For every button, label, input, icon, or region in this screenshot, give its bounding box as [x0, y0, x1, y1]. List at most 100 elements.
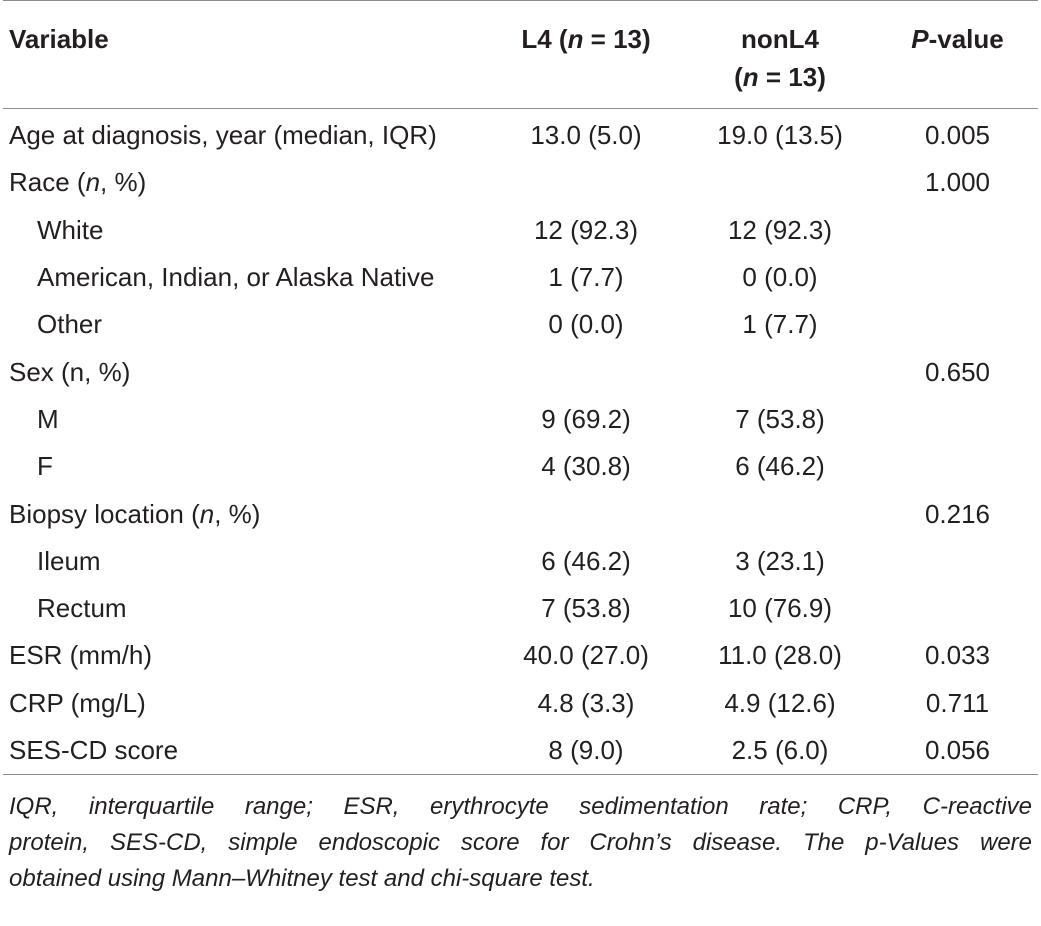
table-row: M 9 (69.2) 7 (53.8)	[3, 396, 1038, 443]
table-row: Age at diagnosis, year (median, IQR) 13.0…	[3, 109, 1038, 159]
cell-p-value	[877, 538, 1038, 585]
cell-p-value: 0.033	[924, 640, 991, 671]
row-label-text: White	[37, 214, 104, 245]
top-rule	[3, 0, 1038, 1]
header-p-italic: P	[911, 24, 929, 54]
cell-l4	[489, 490, 683, 537]
table-row: Ileum 6 (46.2) 3 (23.1)	[3, 538, 1038, 585]
row-label-suffix: , %)	[214, 498, 261, 529]
cell-p-value	[877, 254, 1038, 301]
table-row: Biopsy location (n, %) 0.216	[3, 490, 1038, 537]
row-label-italic: n	[85, 167, 101, 198]
cell-nonl4: 19.0 (13.5)	[717, 120, 843, 151]
cell-p-value: 1.000	[924, 167, 991, 198]
row-label: American, Indian, or Alaska Native	[3, 254, 489, 301]
cell-p-value	[877, 207, 1038, 254]
cell-l4	[489, 159, 683, 206]
cell-nonl4: 6 (46.2)	[735, 451, 825, 482]
cell-nonl4: 10 (76.9)	[727, 593, 833, 624]
cell-nonl4: 0 (0.0)	[742, 262, 818, 293]
row-label-text: Ileum	[37, 545, 101, 576]
cell-p-value: 0.650	[924, 356, 991, 387]
row-label: CRP (mg/L)	[3, 680, 489, 727]
cell-nonl4: 3 (23.1)	[735, 545, 825, 576]
cell-p-value: 0.005	[924, 120, 991, 151]
cell-nonl4: 7 (53.8)	[735, 403, 825, 434]
row-label-text: Other	[37, 309, 103, 340]
row-label-text: Race (	[9, 167, 86, 198]
row-label: Rectum	[3, 585, 489, 632]
cell-l4: 4.8 (3.3)	[537, 687, 635, 718]
footnote-line-3: obtained using Mann–Whitney test and chi…	[9, 865, 595, 893]
footnote-line-1: IQR, interquartile range; ESR, erythrocy…	[9, 793, 1032, 821]
cell-l4	[489, 348, 683, 395]
cell-l4: 12 (92.3)	[533, 214, 639, 245]
cell-l4: 7 (53.8)	[541, 593, 631, 624]
row-label-text: F	[37, 451, 53, 482]
cell-p-value	[877, 396, 1038, 443]
cell-nonl4: 12 (92.3)	[727, 214, 833, 245]
bottom-rule	[3, 774, 1038, 776]
cell-l4: 9 (69.2)	[541, 403, 631, 434]
row-label-italic: n	[199, 498, 215, 529]
row-label: Ileum	[3, 538, 489, 585]
table-row: SES-CD score 8 (9.0) 2.5 (6.0) 0.056	[3, 727, 1038, 774]
footnote-line-2: protein, SES-CD, simple endoscopic score…	[9, 829, 1032, 857]
row-label-text: M	[37, 403, 59, 434]
cell-p-value: 0.216	[924, 498, 991, 529]
cell-l4: 4 (30.8)	[541, 451, 631, 482]
cell-nonl4: 2.5 (6.0)	[731, 735, 829, 765]
cell-l4: 40.0 (27.0)	[523, 640, 649, 671]
row-label-text: American, Indian, or Alaska Native	[37, 262, 435, 293]
row-label-text: SES-CD score	[9, 735, 179, 765]
cell-nonl4	[683, 348, 877, 395]
cell-l4: 6 (46.2)	[541, 545, 631, 576]
header-nonl4-line1: nonL4	[741, 24, 819, 54]
table-header: Variable L4 (n = 13) nonL4 (n = 13) P-val…	[3, 1, 1038, 109]
header-l4-prefix: L4 (	[521, 24, 568, 54]
table-row: Race (n, %) 1.000	[3, 159, 1038, 206]
table-row: American, Indian, or Alaska Native 1 (7.7…	[3, 254, 1038, 301]
row-label: ESR (mm/h)	[3, 632, 489, 679]
row-label-text: Biopsy location (	[9, 498, 200, 529]
cell-p-value: 0.056	[924, 735, 991, 765]
row-label: F	[3, 443, 489, 490]
cell-nonl4	[683, 490, 877, 537]
data-table-container: Variable L4 (n = 13) nonL4 (n = 13) P-val…	[3, 0, 1038, 897]
table-row: CRP (mg/L) 4.8 (3.3) 4.9 (12.6) 0.711	[3, 680, 1038, 727]
header-l4: L4 (n = 13)	[489, 1, 683, 108]
table-row: Sex (n, %) 0.650	[3, 348, 1038, 395]
row-label-suffix: , %)	[100, 167, 147, 198]
header-nonl4-suffix: = 13)	[758, 62, 826, 92]
cell-l4: 13.0 (5.0)	[530, 120, 642, 151]
header-rule	[3, 108, 1038, 109]
row-label: Biopsy location (n, %)	[3, 490, 489, 537]
row-label: White	[3, 207, 489, 254]
header-p-value: P-value	[877, 1, 1038, 108]
header-nonl4-n: n	[742, 62, 759, 92]
cell-p-value	[877, 301, 1038, 348]
row-label: Age at diagnosis, year (median, IQR)	[3, 109, 489, 159]
row-label: Other	[3, 301, 489, 348]
row-label: Sex (n, %)	[3, 348, 489, 395]
table-row: ESR (mm/h) 40.0 (27.0) 11.0 (28.0) 0.033	[3, 632, 1038, 679]
header-variable: Variable	[9, 24, 109, 54]
cell-p-value	[877, 443, 1038, 490]
cell-nonl4: 1 (7.7)	[742, 309, 818, 340]
cell-l4: 1 (7.7)	[548, 262, 624, 293]
cell-p-value: 0.711	[925, 687, 990, 718]
row-label-text: CRP (mg/L)	[9, 687, 146, 718]
table-row: Other 0 (0.0) 1 (7.7)	[3, 301, 1038, 348]
footnote: IQR, interquartile range; ESR, erythrocy…	[3, 775, 1032, 897]
header-l4-suffix: = 13)	[583, 24, 651, 54]
header-nonl4: nonL4 (n = 13)	[683, 1, 877, 108]
row-label-text: ESR (mm/h)	[9, 640, 152, 671]
cell-nonl4: 11.0 (28.0)	[718, 640, 842, 671]
table-row: White 12 (92.3) 12 (92.3)	[3, 207, 1038, 254]
header-nonl4-prefix: (	[734, 62, 743, 92]
header-l4-n: n	[567, 24, 584, 54]
characteristics-table: Variable L4 (n = 13) nonL4 (n = 13) P-val…	[3, 1, 1038, 774]
cell-nonl4: 4.9 (12.6)	[724, 687, 836, 718]
cell-l4: 0 (0.0)	[548, 309, 624, 340]
row-label: SES-CD score	[3, 727, 489, 774]
